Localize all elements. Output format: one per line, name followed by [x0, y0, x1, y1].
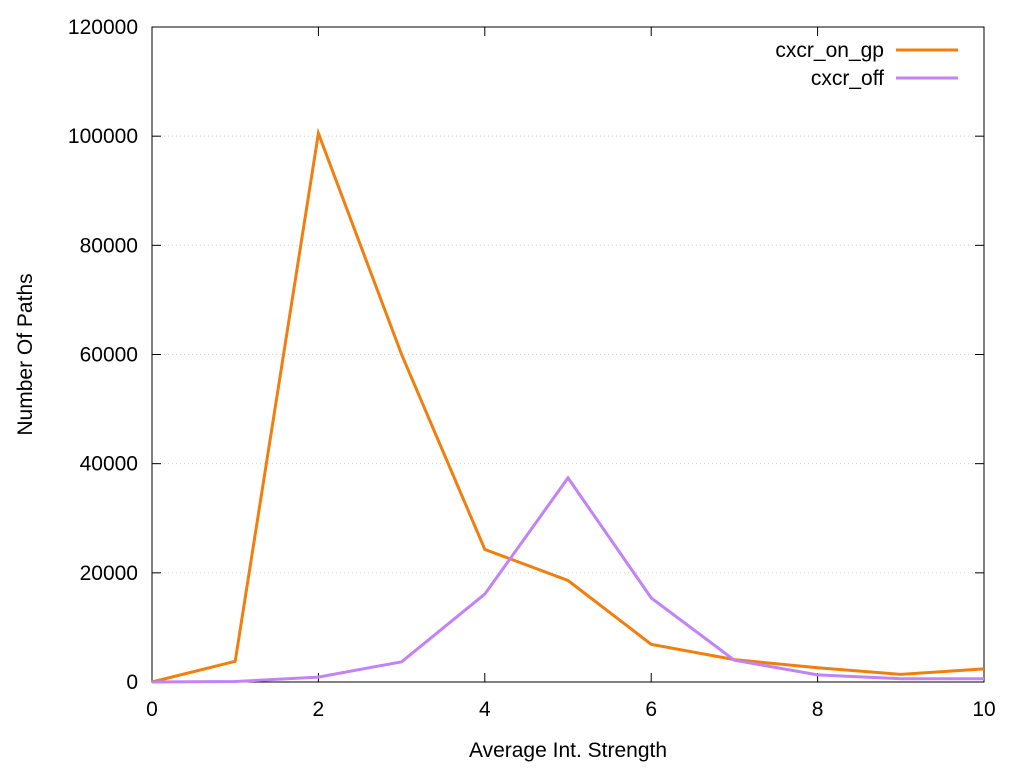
x-tick-label: 0	[146, 698, 158, 721]
grid-lines	[152, 135, 984, 574]
x-axis-title: Average Int. Strength	[469, 739, 667, 762]
x-tick-label: 10	[972, 698, 995, 721]
y-tick-label: 120000	[68, 16, 138, 39]
axis-ticks: 0 20000 40000 60000 80000 100000 120000 0 2 4 6 8 10	[68, 16, 996, 721]
x-tick-label: 6	[645, 698, 657, 721]
y-tick-label: 100000	[68, 125, 138, 148]
y-tick-label: 60000	[80, 344, 138, 367]
y-tick-label: 20000	[80, 562, 138, 585]
series-lines	[151, 127, 985, 684]
y-tick-label: 80000	[80, 234, 138, 257]
x-tick-label: 8	[812, 698, 824, 721]
y-axis-title: Number Of Paths	[14, 273, 37, 435]
series-line-cxcr-on-gp	[151, 127, 985, 684]
legend-label: cxcr_off	[811, 67, 884, 90]
x-tick-label: 4	[479, 698, 491, 721]
legend-label: cxcr_on_gp	[775, 39, 884, 62]
series-line-cxcr-off	[151, 475, 984, 684]
x-tick-label: 2	[313, 698, 325, 721]
legend: cxcr_on_gp cxcr_off	[775, 39, 958, 90]
y-tick-label: 40000	[80, 453, 138, 476]
y-tick-label: 0	[126, 671, 138, 694]
